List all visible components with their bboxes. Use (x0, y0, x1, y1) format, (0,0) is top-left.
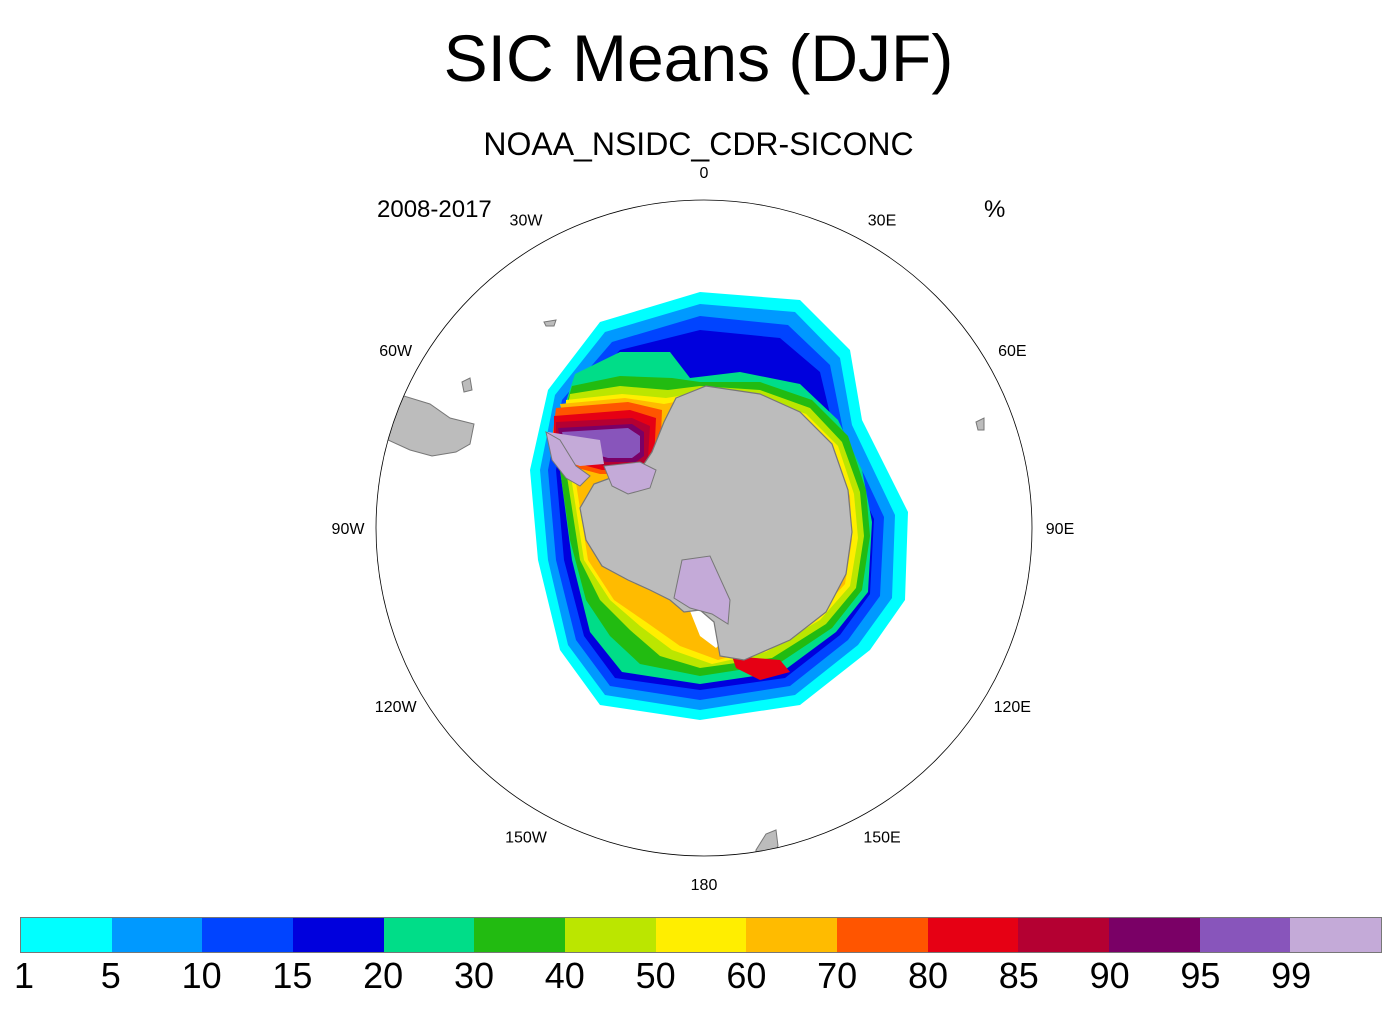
lon-label: 180 (691, 877, 718, 894)
colorbar-swatch (111, 918, 203, 952)
chart-subtitle: NOAA_NSIDC_CDR-SICONC (483, 126, 914, 162)
colorbar-tick-label: 70 (817, 955, 858, 996)
colorbar-swatch (927, 918, 1019, 952)
colorbar-tick-label: 99 (1271, 955, 1312, 996)
colorbar-swatch (383, 918, 475, 952)
lon-label: 120W (375, 699, 418, 716)
colorbar-swatch (21, 918, 112, 952)
colorbar-tick-label: 95 (1180, 955, 1221, 996)
colorbar-tick-label: 30 (453, 955, 495, 996)
south-georgia-island (543, 319, 557, 327)
colorbar-swatch (655, 918, 747, 952)
south-america-land (376, 395, 475, 457)
colorbar-tick-label: 50 (635, 955, 676, 996)
lon-label: 60W (379, 343, 413, 360)
colorbar-swatch (202, 918, 294, 952)
lon-label: 150E (863, 829, 900, 846)
colorbar-tick-label: 90 (1089, 955, 1130, 996)
colorbar-swatch (1290, 918, 1382, 952)
colorbar-swatch (1199, 918, 1291, 952)
colorbar-swatch (837, 918, 928, 952)
lon-label: 30W (510, 213, 544, 230)
colorbar-tick-label: 80 (907, 955, 949, 996)
colorbar-swatch (1018, 918, 1110, 952)
lon-label: 0 (700, 165, 709, 182)
chart-title: SIC Means (DJF) (443, 21, 954, 95)
lon-label: 90W (332, 521, 366, 538)
lon-label: 90E (1046, 521, 1074, 538)
colorbar-tick-label: 60 (726, 955, 767, 996)
colorbar-swatch (293, 918, 384, 952)
sic-band-80-south (732, 656, 790, 680)
kerguelen-island (975, 417, 985, 431)
lon-label: 150W (505, 829, 548, 846)
longitude-labels: 0 30E 60E 90E 120E 150E 180 150W 120W 90W 60W 30W (332, 165, 1075, 894)
units-label: % (984, 196, 1006, 223)
colorbar-swatch (746, 918, 838, 952)
lon-label: 30E (868, 213, 896, 230)
colorbar-tick-label: 5 (100, 955, 121, 996)
colorbar-swatch (1109, 918, 1200, 952)
ross-ice-shelf (673, 555, 731, 625)
map-content (376, 292, 985, 856)
map-boundary (375, 199, 1033, 857)
ronne-filchner-ice-shelf (603, 461, 657, 495)
colorbar (20, 917, 1382, 953)
lon-label: 60E (998, 343, 1026, 360)
colorbar-tick-label: 10 (181, 955, 222, 996)
colorbar-tick-label: 40 (544, 955, 585, 996)
period-label: 2008-2017 (377, 196, 492, 223)
antarctic-peninsula (545, 431, 591, 487)
colorbar-swatch (565, 918, 656, 952)
colorbar-tick-label: 15 (272, 955, 313, 996)
polar-map: 0 30E 60E 90E 120E 150E 180 150W 120W 90W 60W 30W (332, 165, 1075, 894)
colorbar-swatch (474, 918, 566, 952)
colorbar-tick-label: 85 (998, 955, 1039, 996)
colorbar-tick-label: 20 (363, 955, 404, 996)
new-zealand-island (755, 829, 779, 856)
lon-label: 120E (994, 699, 1031, 716)
sic-band-95 (562, 428, 640, 458)
falklands-island (461, 377, 473, 393)
colorbar-tick-label: 1 (13, 955, 35, 996)
